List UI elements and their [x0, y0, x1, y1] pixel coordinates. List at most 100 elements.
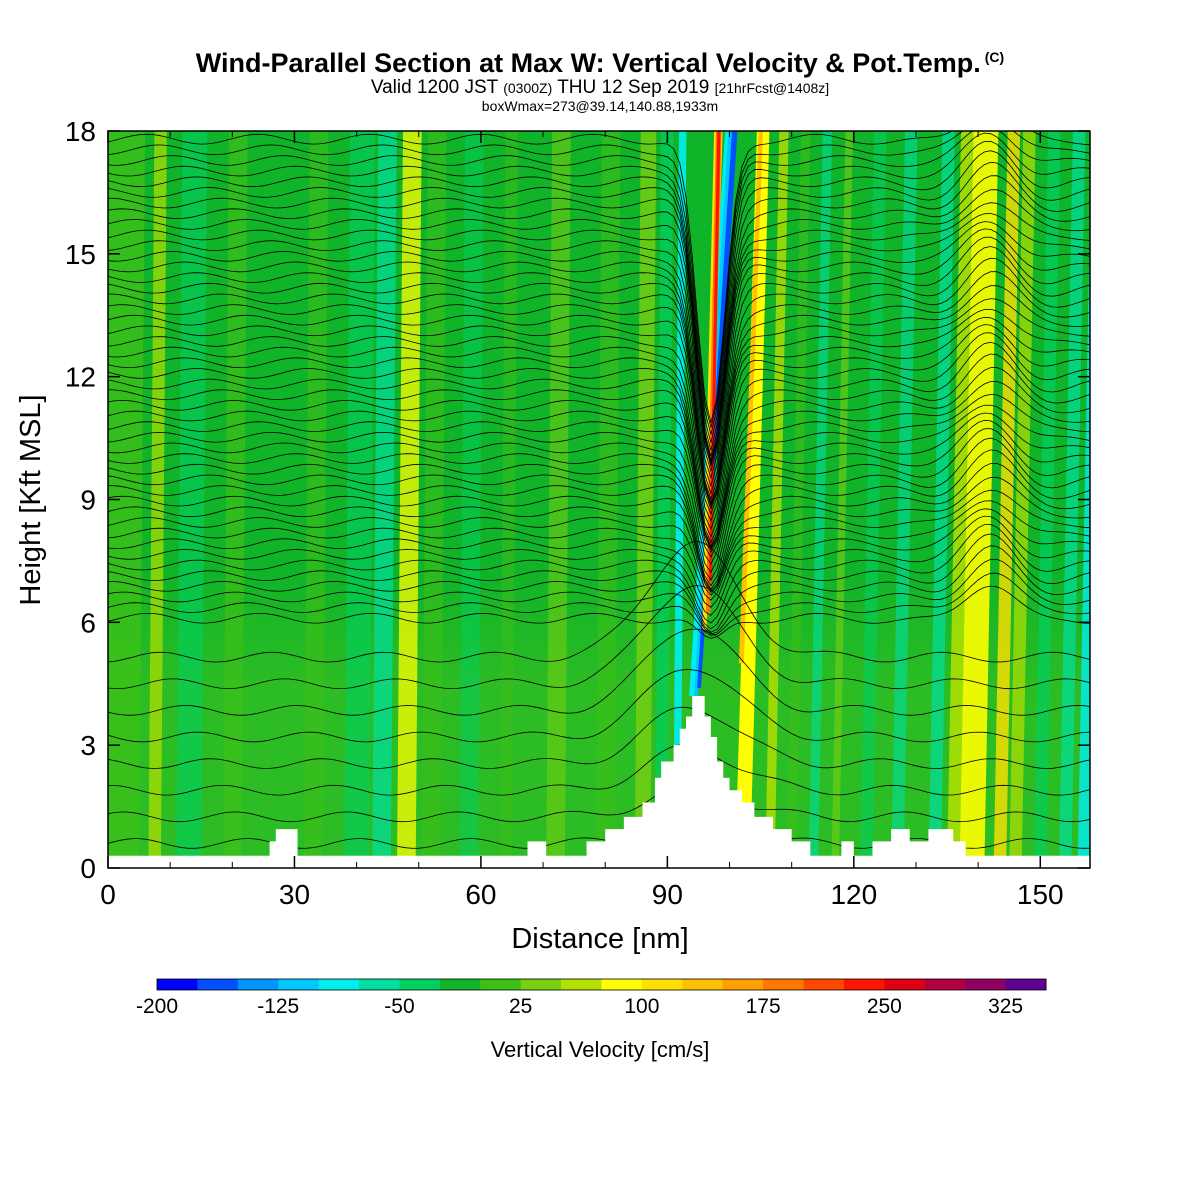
x-tick-label: 90 — [652, 879, 683, 910]
colorbar-swatch — [601, 979, 643, 990]
colorbar-swatch — [763, 979, 805, 990]
x-tick-label: 60 — [465, 879, 496, 910]
colorbar-swatch — [561, 979, 602, 990]
velocity-band — [595, 131, 621, 868]
isentrope — [108, 533, 1090, 630]
isentrope — [108, 140, 1090, 451]
colorbar-swatch — [843, 979, 885, 990]
isentrope — [108, 428, 1090, 581]
isentrope — [108, 381, 1090, 551]
isentrope — [108, 131, 1090, 423]
y-tick-label: 0 — [80, 853, 96, 884]
y-tick-label: 15 — [65, 239, 96, 270]
colorbar-label: 175 — [746, 995, 781, 1018]
velocity-band — [765, 131, 789, 868]
y-axis-label: Height [Kft MSL] — [15, 394, 47, 605]
isentrope — [108, 236, 1090, 495]
isentrope — [108, 367, 1090, 549]
isentrope — [108, 558, 1090, 635]
isentrope — [108, 628, 1090, 716]
isentrope — [108, 228, 1090, 488]
isentrope — [108, 545, 1090, 633]
velocity-band — [397, 131, 422, 868]
isentrope — [108, 189, 1090, 465]
colorbar-swatch — [439, 979, 481, 990]
velocity-band — [808, 131, 833, 868]
isentrope — [108, 332, 1090, 538]
colorbar-label: 100 — [624, 995, 659, 1018]
isentrope — [108, 508, 1090, 608]
velocity-band — [860, 131, 887, 868]
isentrope — [108, 412, 1090, 565]
velocity-band — [634, 131, 657, 868]
title-block: Wind-Parallel Section at Max W: Vertical… — [0, 42, 1200, 114]
isentrope — [108, 404, 1090, 558]
colorbar-swatch — [237, 979, 279, 990]
colorbar-swatch — [197, 979, 239, 990]
velocity-band — [947, 131, 974, 868]
isentrope — [108, 572, 1090, 636]
isentrope — [108, 221, 1090, 480]
velocity-band — [1034, 131, 1061, 868]
velocity-band — [672, 131, 687, 868]
colorbar: -200 -125 -50 25 100 175 250 325 — [136, 978, 1047, 1018]
x-tick-label: 0 — [100, 879, 116, 910]
colorbar-swatch — [359, 979, 400, 990]
isentrope — [108, 132, 1090, 443]
colorbar-title: Vertical Velocity [cm/s] — [491, 1037, 710, 1062]
colorbar-label: -50 — [384, 995, 414, 1018]
isentrope — [108, 393, 1090, 553]
isentrope — [108, 515, 1090, 616]
colorbar-swatch — [722, 979, 764, 990]
isentrope — [108, 271, 1090, 507]
colorbar-label: -200 — [136, 995, 178, 1018]
y-tick-label: 18 — [65, 116, 96, 147]
isentrope — [108, 131, 1090, 428]
wave-couplet-band — [735, 131, 770, 844]
chart-subtitle: Valid 1200 JST (0300Z) THU 12 Sep 2019 [… — [370, 77, 830, 98]
isentrope — [108, 257, 1090, 505]
colorbar-swatch — [399, 979, 441, 990]
velocity-band — [303, 131, 329, 868]
isentrope — [108, 585, 1090, 639]
x-axis-label: Distance [nm] — [511, 923, 688, 955]
box-info: boxWmax=273@39.14,140.88,1933m — [481, 98, 719, 114]
y-tick-label: 12 — [65, 362, 96, 393]
chart-title: Wind-Parallel Section at Max W: Vertical… — [195, 48, 1005, 78]
isentrope — [108, 341, 1090, 544]
isentrope — [108, 175, 1090, 464]
velocity-band — [499, 131, 518, 868]
velocity-band — [1009, 131, 1036, 868]
isentrope — [108, 541, 1090, 663]
velocity-band — [928, 131, 955, 868]
isentrope — [108, 285, 1090, 508]
colorbar-frame — [156, 978, 1047, 991]
colorbar-swatch — [884, 979, 926, 990]
copyright-mark: (C) — [984, 49, 1005, 65]
velocity-band — [891, 131, 918, 868]
isentrope — [108, 419, 1090, 573]
x-tick-label: 150 — [1017, 879, 1064, 910]
isentrope — [108, 316, 1090, 522]
colorbar-swatch — [480, 979, 522, 990]
colorbar-swatch — [641, 979, 683, 990]
colorbar-swatch — [520, 979, 562, 990]
isentrope — [108, 669, 1090, 743]
colorbar-swatch — [278, 979, 320, 990]
y-tick-label: 3 — [80, 730, 96, 761]
colorbar-label: 250 — [867, 995, 902, 1018]
isentrope — [108, 308, 1090, 516]
velocity-band — [831, 131, 853, 868]
velocity-band — [148, 131, 167, 868]
isentrope — [108, 462, 1090, 592]
isentrope — [108, 783, 1090, 823]
isentrope — [108, 161, 1090, 462]
isentrope — [108, 202, 1090, 468]
colorbar-swatch — [1005, 979, 1047, 990]
wave-couplet-band — [709, 131, 721, 582]
colorbar-label: -125 — [257, 995, 299, 1018]
velocity-band — [654, 131, 674, 868]
isentrope — [108, 449, 1090, 590]
plot-area — [108, 131, 1090, 868]
